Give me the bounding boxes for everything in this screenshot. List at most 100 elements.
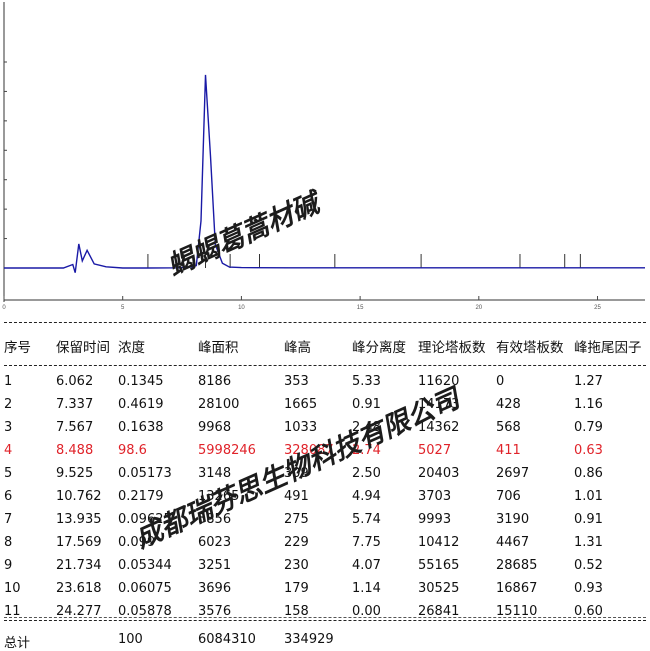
table-row: 11 24.277 0.05878 3576 158 0.00 26841 15110 0.60 (4, 600, 644, 623)
cell-peak-area: 13265 (198, 489, 240, 504)
cell-peak-area: 5998246 (198, 443, 256, 458)
table-row: 4 8.488 98.6 5998246 328087 2.74 5027 411 0.63 (4, 439, 644, 462)
cell-effective-plates: 15110 (496, 604, 538, 619)
cell-theoretical-plates: 26841 (418, 604, 460, 619)
cell-peak-area: 6023 (198, 535, 232, 550)
table-bottom-rule (4, 617, 646, 618)
cell-tailing-factor: 0.63 (574, 443, 603, 458)
cell-peak-height: 158 (284, 604, 309, 619)
cell-peak-height: 179 (284, 581, 309, 596)
header-peak-area: 峰面积 (198, 340, 239, 356)
cell-tailing-factor: 0.86 (574, 466, 603, 481)
totals-height: 334929 (284, 632, 334, 647)
table-row: 5 9.525 0.05173 3148 309 2.50 20403 2697 0.86 (4, 462, 644, 485)
cell-peak-height: 230 (284, 558, 309, 573)
table-row: 2 7.337 0.4619 28100 1665 0.91 14173 428 1.16 (4, 393, 644, 416)
cell-resolution: 4.07 (352, 558, 381, 573)
header-index: 序号 (4, 340, 31, 356)
cell-retention-time: 6.062 (56, 374, 94, 389)
cell-effective-plates: 706 (496, 489, 521, 504)
cell-peak-height: 309 (284, 466, 309, 481)
table-row: 1 6.062 0.1345 8186 353 5.33 11620 0 1.27 (4, 370, 644, 393)
table-row: 10 23.618 0.06075 3696 179 1.14 30525 16867 0.93 (4, 577, 644, 600)
cell-peak-area: 3148 (198, 466, 232, 481)
cell-index: 9 (4, 558, 13, 573)
cell-theoretical-plates: 11620 (418, 374, 460, 389)
cell-theoretical-plates: 55165 (418, 558, 460, 573)
cell-retention-time: 8.488 (56, 443, 94, 458)
cell-retention-time: 7.567 (56, 420, 94, 435)
cell-index: 5 (4, 466, 13, 481)
cell-retention-time: 9.525 (56, 466, 94, 481)
cell-peak-height: 1033 (284, 420, 318, 435)
cell-retention-time: 7.337 (56, 397, 94, 412)
x-tick-label: 20 (475, 305, 482, 311)
cell-tailing-factor: 0.79 (574, 420, 603, 435)
totals-area: 6084310 (198, 632, 256, 647)
cell-tailing-factor: 1.01 (574, 489, 603, 504)
cell-index: 1 (4, 374, 13, 389)
cell-theoretical-plates: 14362 (418, 420, 460, 435)
totals-label: 总计 (4, 636, 31, 651)
cell-peak-height: 491 (284, 489, 309, 504)
cell-peak-height: 328087 (284, 443, 334, 458)
cell-index: 11 (4, 604, 21, 619)
cell-peak-height: 275 (284, 512, 309, 527)
cell-index: 7 (4, 512, 13, 527)
table-top-rule (4, 322, 646, 323)
cell-peak-height: 1665 (284, 397, 318, 412)
header-effective-plates: 有效塔板数 (496, 340, 564, 356)
cell-effective-plates: 568 (496, 420, 521, 435)
cell-peak-area: 8186 (198, 374, 232, 389)
cell-resolution: 2.50 (352, 466, 381, 481)
cell-concentration: 0.2179 (118, 489, 164, 504)
cell-peak-height: 353 (284, 374, 309, 389)
cell-resolution: 7.75 (352, 535, 381, 550)
table-row: 6 10.762 0.2179 13265 491 4.94 3703 706 1.01 (4, 485, 644, 508)
cell-tailing-factor: 1.31 (574, 535, 603, 550)
cell-concentration: 0.1638 (118, 420, 164, 435)
results-table: 序号 保留时间 浓度 峰面积 峰高 峰分离度 理论塔板数 有效塔板数 峰拖尾因子… (4, 334, 644, 623)
cell-concentration: 0.09625 (118, 512, 172, 527)
cell-index: 4 (4, 443, 13, 458)
cell-concentration: 0.05173 (118, 466, 172, 481)
header-retention-time: 保留时间 (56, 340, 110, 356)
cell-theoretical-plates: 30525 (418, 581, 460, 596)
cell-resolution: 2.74 (352, 443, 381, 458)
x-tick-label: 25 (594, 305, 601, 311)
cell-theoretical-plates: 5027 (418, 443, 452, 458)
cell-concentration: 0.05344 (118, 558, 172, 573)
cell-resolution: 0.00 (352, 604, 381, 619)
cell-theoretical-plates: 3703 (418, 489, 452, 504)
table-row: 7 13.935 0.09625 5856 275 5.74 9993 3190 0.91 (4, 508, 644, 531)
cell-concentration: 0.4619 (118, 397, 164, 412)
table-row: 9 21.734 0.05344 3251 230 4.07 55165 28685 0.52 (4, 554, 644, 577)
cell-resolution: 1.14 (352, 581, 381, 596)
cell-index: 10 (4, 581, 21, 596)
cell-tailing-factor: 0.52 (574, 558, 603, 573)
cell-peak-area: 5856 (198, 512, 232, 527)
cell-peak-area: 28100 (198, 397, 240, 412)
cell-tailing-factor: 1.27 (574, 374, 603, 389)
cell-effective-plates: 0 (496, 374, 505, 389)
cell-retention-time: 10.762 (56, 489, 102, 504)
cell-retention-time: 17.569 (56, 535, 102, 550)
cell-resolution: 5.33 (352, 374, 381, 389)
cell-retention-time: 13.935 (56, 512, 102, 527)
cell-effective-plates: 3190 (496, 512, 530, 527)
cell-index: 8 (4, 535, 13, 550)
cell-theoretical-plates: 10412 (418, 535, 460, 550)
totals-concentration: 100 (118, 632, 143, 647)
cell-peak-area: 3696 (198, 581, 232, 596)
x-tick-label: 10 (238, 305, 245, 311)
table-row: 3 7.567 0.1638 9968 1033 2.48 14362 568 0.79 (4, 416, 644, 439)
cell-peak-area: 9968 (198, 420, 232, 435)
cell-concentration: 0.06075 (118, 581, 172, 596)
header-peak-height: 峰高 (284, 340, 311, 356)
cell-retention-time: 24.277 (56, 604, 102, 619)
table-header-row: 序号 保留时间 浓度 峰面积 峰高 峰分离度 理论塔板数 有效塔板数 峰拖尾因子 (4, 334, 644, 358)
header-theoretical-plates: 理论塔板数 (418, 340, 486, 356)
cell-peak-height: 229 (284, 535, 309, 550)
table-header-rule (4, 365, 646, 366)
x-tick-label: 5 (121, 305, 125, 311)
